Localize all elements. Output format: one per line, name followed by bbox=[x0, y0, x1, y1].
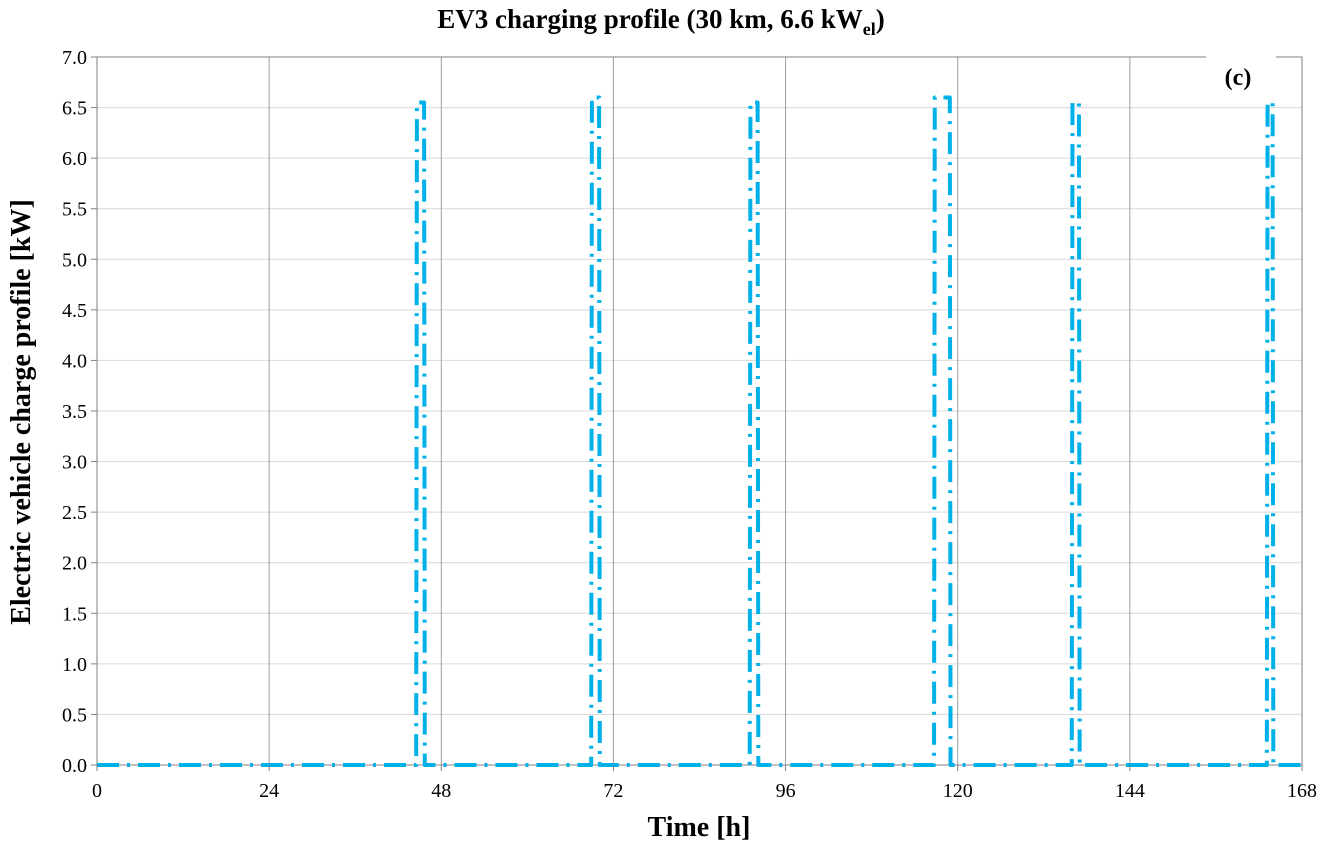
y-tick-label: 5.5 bbox=[62, 199, 87, 221]
y-tick-label: 0.5 bbox=[62, 704, 87, 726]
series-line bbox=[97, 95, 1302, 767]
y-axis-title: Electric vehicle charge profile [kW] bbox=[6, 199, 37, 625]
x-tick-label: 168 bbox=[1287, 780, 1317, 802]
panel-label: (c) bbox=[1225, 65, 1252, 91]
x-tick-label: 120 bbox=[943, 780, 973, 802]
chart-title: EV3 charging profile (30 km, 6.6 kWel) bbox=[437, 4, 885, 39]
panel-label-box bbox=[1206, 56, 1276, 96]
y-tick-label: 3.5 bbox=[62, 401, 87, 423]
x-tick-label: 96 bbox=[776, 780, 796, 802]
y-tick-label: 3.0 bbox=[62, 452, 87, 474]
y-tick-label: 7.0 bbox=[62, 47, 87, 69]
y-tick-label: 6.5 bbox=[62, 98, 87, 120]
y-tick-label: 2.0 bbox=[62, 553, 87, 575]
series-layer bbox=[97, 95, 1302, 767]
y-tick-label: 5.0 bbox=[62, 249, 87, 271]
x-tick-label: 144 bbox=[1115, 780, 1145, 802]
y-tick-label: 2.5 bbox=[62, 502, 87, 524]
y-tick-label: 0.0 bbox=[62, 755, 87, 777]
chart-title-subscript: el bbox=[863, 19, 876, 39]
x-tick-label: 0 bbox=[92, 780, 102, 802]
x-axis-title: Time [h] bbox=[648, 812, 751, 843]
gridlines bbox=[97, 56, 1302, 766]
x-tick-label: 72 bbox=[603, 780, 623, 802]
x-tick-label: 48 bbox=[431, 780, 451, 802]
y-tick-label: 1.0 bbox=[62, 654, 87, 676]
tick-labels: 0.0 0.5 1.0 1.5 2.0 2.5 3.0 3.5 4.0 4.5 5.0 5.5 6.0 6… bbox=[62, 47, 1317, 802]
y-tick-label: 1.5 bbox=[62, 603, 87, 625]
y-tick-label: 6.0 bbox=[62, 148, 87, 170]
y-tick-label: 4.0 bbox=[62, 350, 87, 372]
y-tick-label: 4.5 bbox=[62, 300, 87, 322]
x-tick-label: 24 bbox=[259, 780, 279, 802]
